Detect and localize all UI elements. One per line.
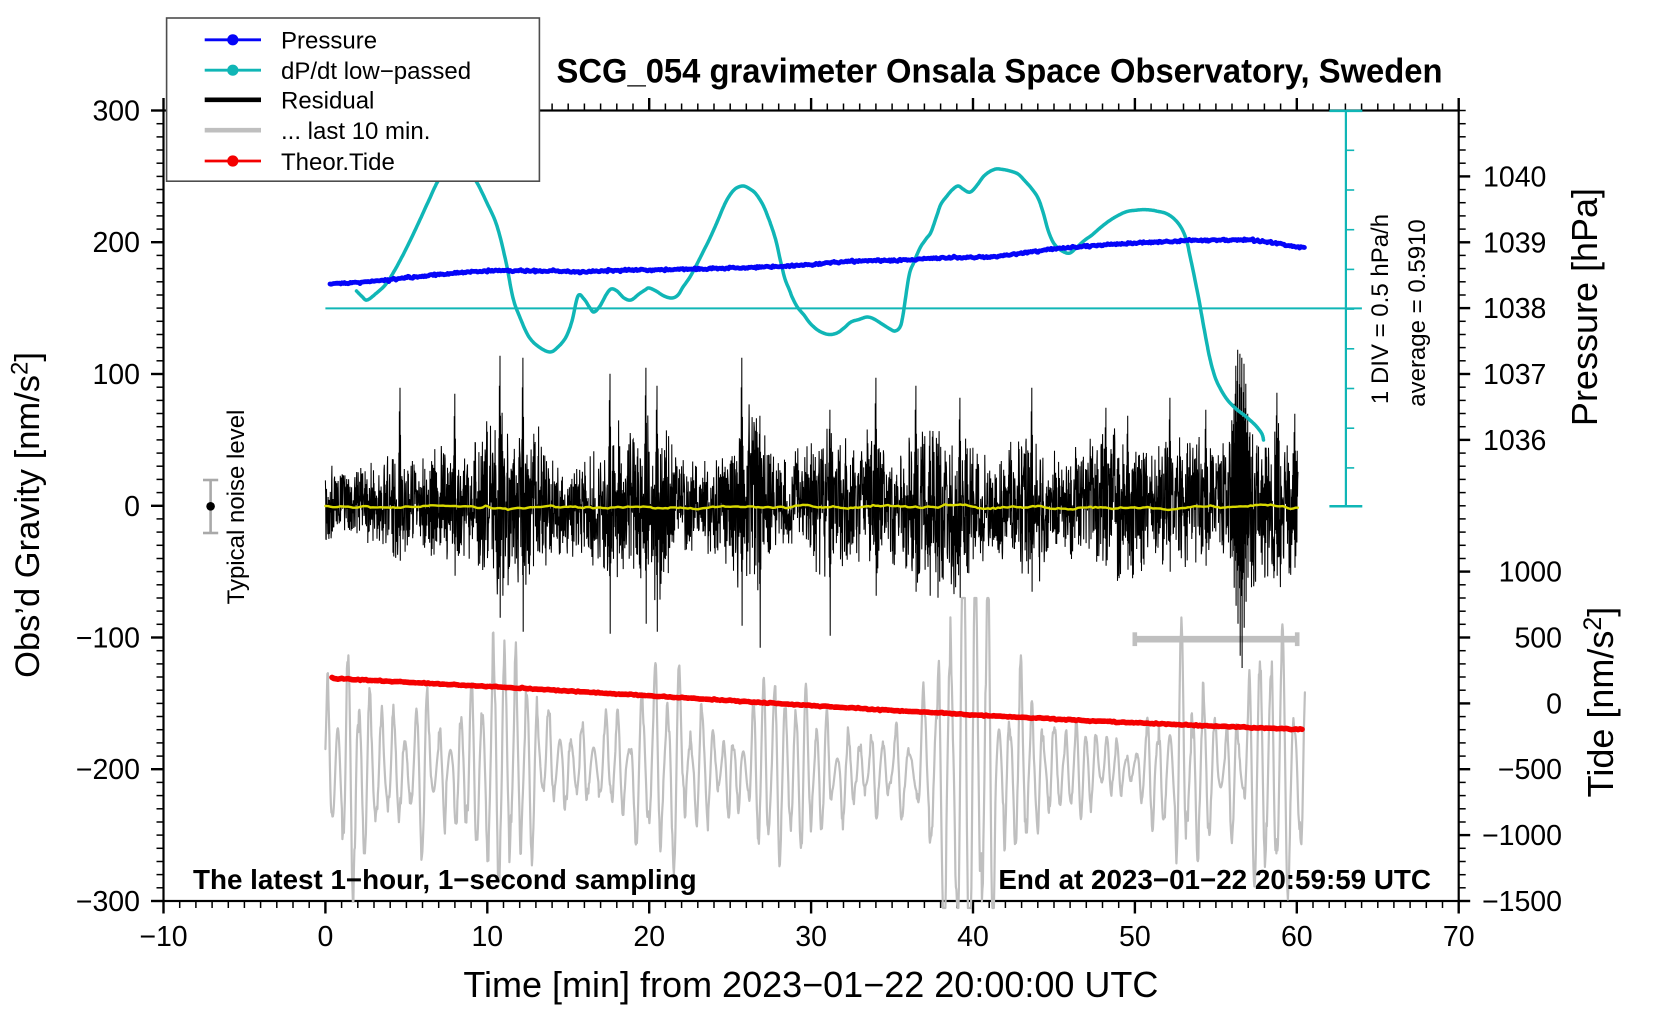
svg-text:−300: −300 (76, 886, 140, 918)
svg-text:200: 200 (92, 227, 140, 259)
svg-text:Typical noise level: Typical noise level (223, 410, 250, 605)
svg-text:60: 60 (1281, 921, 1313, 953)
svg-text:1037: 1037 (1483, 359, 1546, 391)
svg-text:500: 500 (1514, 623, 1562, 655)
svg-text:1038: 1038 (1483, 293, 1546, 325)
svg-text:−1500: −1500 (1482, 886, 1562, 918)
svg-text:1036: 1036 (1483, 425, 1546, 457)
svg-text:0: 0 (317, 921, 333, 953)
svg-text:The latest 1−hour, 1−second sa: The latest 1−hour, 1−second sampling (193, 864, 697, 895)
svg-text:10: 10 (471, 921, 503, 953)
svg-text:40: 40 (957, 921, 989, 953)
svg-text:−500: −500 (1498, 754, 1562, 786)
svg-text:SCG_054 gravimeter Onsala Spac: SCG_054 gravimeter Onsala Space Observat… (557, 53, 1443, 91)
svg-text:−100: −100 (76, 623, 140, 655)
svg-text:1040: 1040 (1483, 161, 1546, 193)
svg-text:average = 0.5910: average = 0.5910 (1404, 219, 1431, 407)
svg-text:Obs’d Gravity [nm/s2]: Obs’d Gravity [nm/s2] (7, 352, 48, 678)
svg-text:0: 0 (1546, 688, 1562, 720)
svg-text:1 DIV = 0.5 hPa/h: 1 DIV = 0.5 hPa/h (1367, 214, 1394, 404)
svg-text:100: 100 (92, 359, 140, 391)
svg-text:20: 20 (633, 921, 665, 953)
svg-text:−10: −10 (139, 921, 187, 953)
svg-text:50: 50 (1119, 921, 1151, 953)
svg-text:End at 2023−01−22 20:59:59 UTC: End at 2023−01−22 20:59:59 UTC (998, 864, 1431, 895)
svg-text:1039: 1039 (1483, 227, 1546, 259)
svg-text:0: 0 (124, 491, 140, 523)
svg-text:Time [min] from 2023−01−22 20:: Time [min] from 2023−01−22 20:00:00 UTC (463, 964, 1158, 1005)
svg-text:Residual: Residual (281, 88, 374, 115)
svg-text:300: 300 (92, 96, 140, 128)
svg-text:Pressure: Pressure (281, 28, 377, 55)
svg-text:Pressure [hPa]: Pressure [hPa] (1564, 188, 1605, 426)
svg-text:−1000: −1000 (1482, 820, 1562, 852)
svg-text:70: 70 (1443, 921, 1475, 953)
svg-text:... last 10 min.: ... last 10 min. (281, 118, 430, 145)
svg-text:30: 30 (795, 921, 827, 953)
svg-text:1000: 1000 (1499, 557, 1562, 589)
svg-text:dP/dt low−passed: dP/dt low−passed (281, 58, 471, 85)
svg-text:Theor.Tide: Theor.Tide (281, 149, 395, 176)
svg-text:−200: −200 (76, 754, 140, 786)
svg-text:Tide [nm/s2]: Tide [nm/s2] (1579, 607, 1621, 798)
